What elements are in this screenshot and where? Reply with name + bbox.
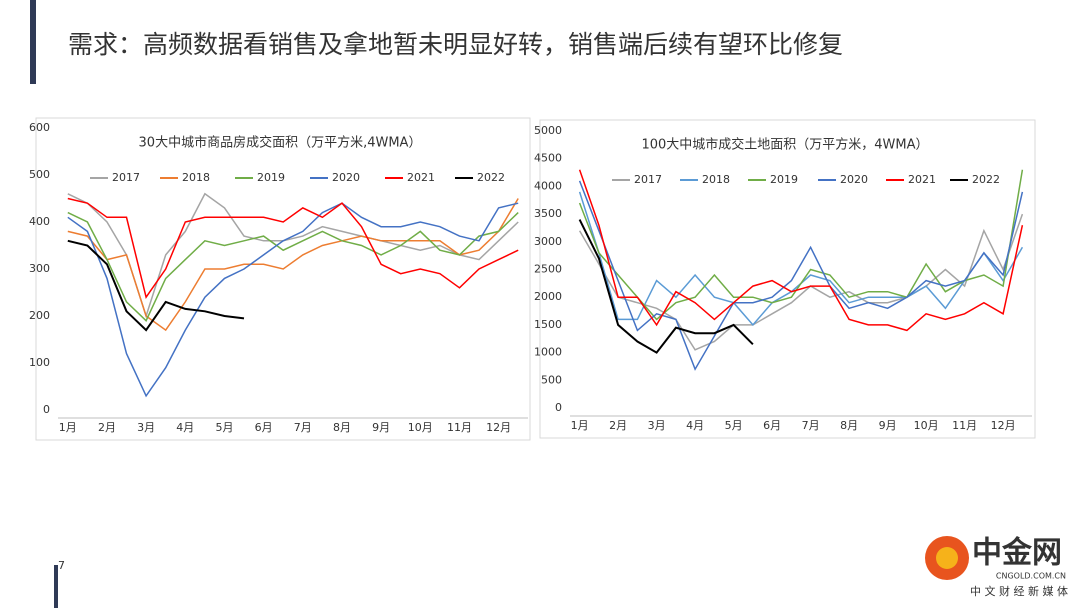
legend-label: 2020 <box>840 173 868 186</box>
series-line <box>67 202 519 398</box>
series-line <box>67 239 245 332</box>
x-tick-label: 2月 <box>609 419 627 432</box>
y-tick-label: 500 <box>541 373 562 386</box>
watermark-slogan: 中 文 财 经 新 媒 体 <box>970 584 1068 598</box>
page-number: 7 <box>58 559 65 572</box>
x-tick-label: 2月 <box>98 421 116 434</box>
y-tick-label: 200 <box>29 309 50 322</box>
chart-frame <box>35 117 531 441</box>
x-tick-label: 5月 <box>725 419 743 432</box>
accent-bar-bottom <box>54 565 58 608</box>
y-tick-label: 0 <box>43 403 50 416</box>
x-tick-label: 1月 <box>571 419 589 432</box>
y-tick-label: 0 <box>555 401 562 414</box>
legend-label: 2021 <box>407 171 435 184</box>
legend-label: 2017 <box>634 173 662 186</box>
y-tick-label: 4000 <box>534 179 562 192</box>
y-tick-label: 600 <box>29 121 50 134</box>
x-tick-label: 6月 <box>763 419 781 432</box>
slide-title: 需求：高频数据看销售及拿地暂未明显好转，销售端后续有望环比修复 <box>68 30 843 59</box>
legend-label: 2018 <box>702 173 730 186</box>
chart-title: 100大中城市成交土地面积（万平方米，4WMA） <box>641 137 928 153</box>
x-tick-label: 1月 <box>59 421 77 434</box>
x-tick-label: 10月 <box>408 421 433 434</box>
legend-label: 2019 <box>770 173 798 186</box>
x-tick-label: 7月 <box>294 421 312 434</box>
x-tick-label: 7月 <box>802 419 820 432</box>
y-tick-label: 3000 <box>534 235 562 248</box>
series-line <box>67 198 519 332</box>
series-line <box>67 197 519 299</box>
y-tick-label: 4500 <box>534 152 562 165</box>
x-tick-label: 10月 <box>914 419 939 432</box>
series-line <box>67 211 519 322</box>
x-tick-label: 9月 <box>372 421 390 434</box>
x-tick-label: 8月 <box>840 419 858 432</box>
accent-bar <box>30 0 36 84</box>
x-tick-label: 9月 <box>879 419 897 432</box>
legend-label: 2018 <box>182 171 210 184</box>
legend-label: 2021 <box>908 173 936 186</box>
y-tick-label: 5000 <box>534 124 562 137</box>
x-tick-label: 8月 <box>333 421 351 434</box>
x-tick-label: 4月 <box>686 419 704 432</box>
x-tick-label: 12月 <box>991 419 1016 432</box>
watermark-site: CNGOLD.COM.CN <box>996 572 1066 581</box>
legend-label: 2022 <box>477 171 505 184</box>
y-tick-label: 300 <box>29 262 50 275</box>
legend-label: 2019 <box>257 171 285 184</box>
x-tick-label: 6月 <box>255 421 273 434</box>
legend-label: 2022 <box>972 173 1000 186</box>
x-tick-label: 11月 <box>447 421 472 434</box>
x-tick-label: 5月 <box>215 421 233 434</box>
watermark-brand: 中金网 <box>972 536 1062 571</box>
x-tick-label: 4月 <box>176 421 194 434</box>
series-line <box>578 169 1024 332</box>
legend-label: 2020 <box>332 171 360 184</box>
y-tick-label: 400 <box>29 215 50 228</box>
x-tick-label: 3月 <box>648 419 666 432</box>
chart-frame <box>539 119 1036 439</box>
series-line <box>578 219 754 354</box>
logo-icon-inner <box>936 547 958 569</box>
y-tick-label: 2500 <box>534 263 562 276</box>
y-tick-label: 1000 <box>534 346 562 359</box>
series-line <box>578 180 1024 371</box>
y-tick-label: 1500 <box>534 318 562 331</box>
chart-title: 30大中城市商品房成交面积（万平方米,4WMA） <box>139 135 422 151</box>
y-tick-label: 500 <box>29 168 50 181</box>
series-line <box>578 213 1024 351</box>
x-tick-label: 12月 <box>486 421 511 434</box>
x-tick-label: 3月 <box>137 421 155 434</box>
y-tick-label: 2000 <box>534 290 562 303</box>
y-tick-label: 100 <box>29 356 50 369</box>
y-tick-label: 3500 <box>534 207 562 220</box>
legend-label: 2017 <box>112 171 140 184</box>
x-tick-label: 11月 <box>952 419 977 432</box>
